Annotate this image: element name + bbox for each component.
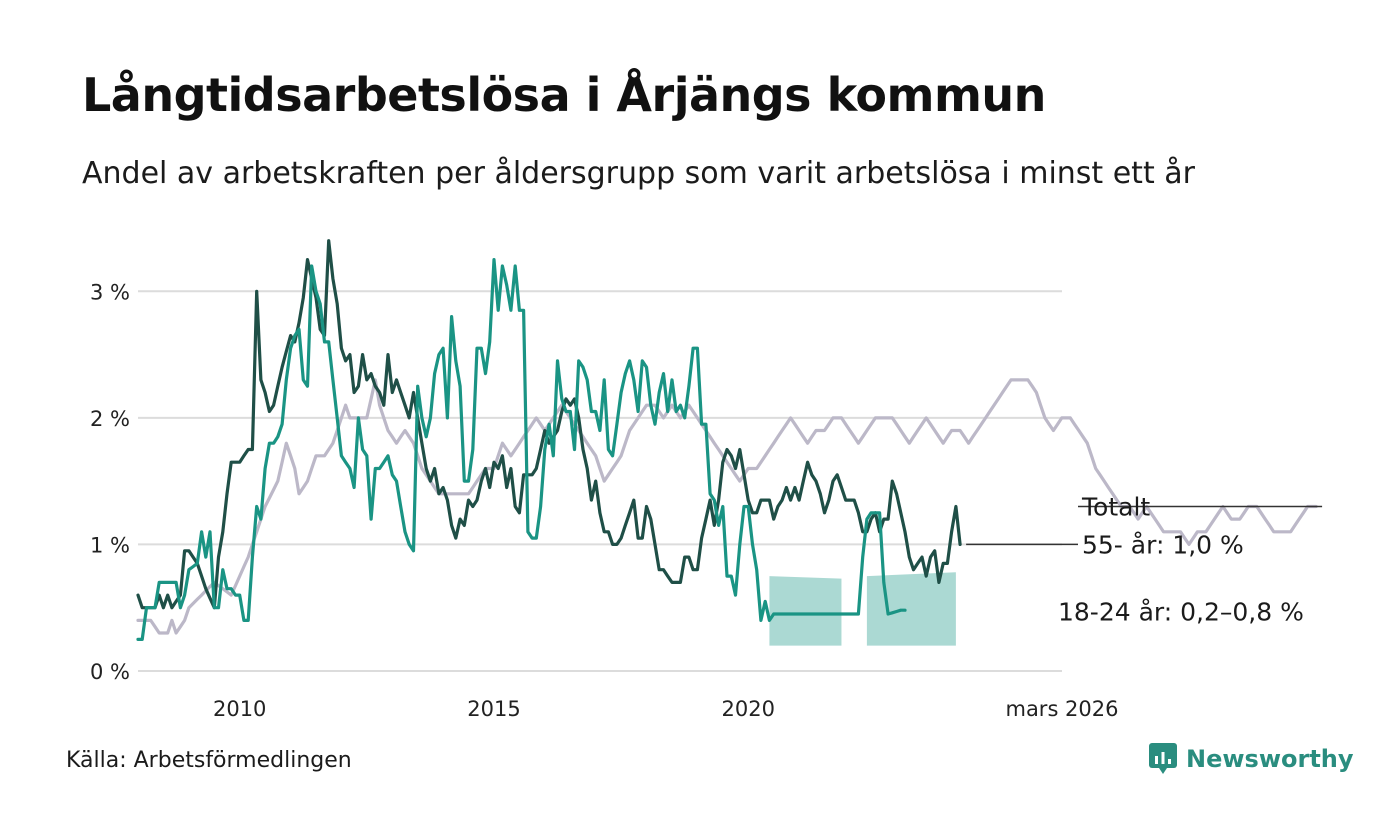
chart-title: Långtidsarbetslösa i Årjängs kommun [82,68,1046,122]
brand-logo: Newsworthy [1148,742,1354,776]
x-tick-label: 2015 [467,697,520,721]
uncertainty-bands [769,572,956,646]
y-axis-ticks: 0 % 1 % 2 % 3 % [90,280,130,684]
uncertainty-band [866,572,956,646]
series-line-18-24-r [136,258,907,641]
brand-name: Newsworthy [1186,745,1354,773]
series-labels: Totalt 55- år: 1,0 % 18-24 år: 0,2–0,8 % [966,492,1323,627]
x-tick-label: mars 2026 [1005,697,1118,721]
series-label-18-24-r: 18-24 år: 0,2–0,8 % [1058,598,1304,627]
series-line-totalt [136,378,1318,635]
series-label-55-r: 55- år: 1,0 % [1082,530,1244,559]
newsworthy-logo-icon [1149,743,1177,774]
y-tick-label: 0 % [90,660,130,684]
series-line-55-r [136,239,962,610]
series-label-totalt: Totalt [1081,492,1150,521]
y-tick-label: 1 % [90,533,130,557]
x-tick-label: 2020 [722,697,775,721]
x-axis-ticks: 2010 2015 2020 mars 2026 [213,697,1119,721]
chart-subtitle: Andel av arbetskraften per åldersgrupp s… [82,156,1195,191]
uncertainty-band [769,576,842,646]
series-lines [136,239,1318,641]
source-note: Källa: Arbetsförmedlingen [66,748,352,773]
y-tick-label: 2 % [90,407,130,431]
y-tick-label: 3 % [90,280,130,304]
x-tick-label: 2010 [213,697,266,721]
